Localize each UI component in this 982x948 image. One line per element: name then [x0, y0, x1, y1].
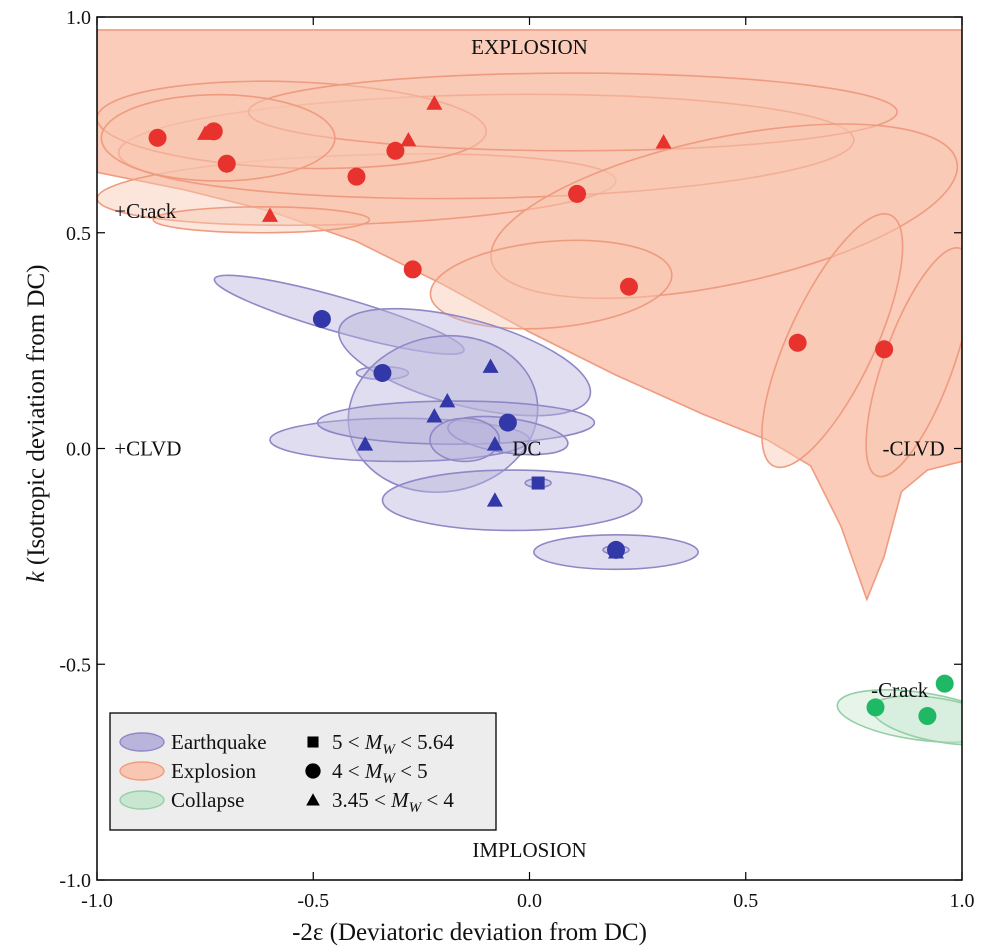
explosion-uncertainty-ellipse [117, 93, 855, 200]
legend-label-collapse: Collapse [171, 788, 245, 812]
x-tick-label: -1.0 [81, 890, 113, 912]
annotation-explosion: EXPLOSION [471, 35, 588, 59]
explosion-uncertainty-ellipse [761, 213, 904, 469]
earthquake-triangle-marker [357, 436, 374, 451]
explosion-circle-marker [403, 260, 422, 279]
explosion-triangle-marker [426, 95, 443, 110]
explosion-triangle-marker [197, 125, 214, 140]
y-tick-label: -0.5 [59, 654, 91, 676]
explosion-triangle-marker [262, 207, 278, 222]
y-tick-label: 0.5 [66, 223, 91, 245]
explosion-triangle-marker [655, 134, 672, 149]
x-axis-label: -2ε (Deviatoric deviation from DC) [292, 919, 647, 946]
legend-label-earthquake: Earthquake [171, 730, 267, 754]
annotation-crack: -Crack [871, 678, 929, 702]
explosion-circle-marker [875, 340, 894, 359]
earthquake-triangle-marker [439, 393, 456, 408]
annotation-crack: +Crack [114, 199, 176, 223]
earthquake-triangle-marker [426, 408, 443, 423]
y-axis-label-text: (Isotropic deviation from DC) [23, 265, 50, 572]
annotation-clvd: -CLVD [882, 437, 944, 461]
earthquake-triangle-marker [608, 544, 624, 559]
earthquake-triangle-marker [486, 492, 503, 507]
explosion-triangle-marker [400, 131, 417, 147]
x-tick-label: 1.0 [950, 890, 975, 912]
x-tick-label: 0.5 [733, 890, 758, 912]
earthquake-uncertainty-ellipse [213, 274, 465, 355]
earthquake-triangle-marker [486, 436, 503, 451]
explosion-uncertainty-ellipse [152, 206, 371, 234]
legend-box [109, 712, 497, 831]
explosion-uncertainty-ellipse [429, 239, 673, 330]
explosion-uncertainty-ellipse [490, 123, 959, 300]
legend-triangle-marker [306, 793, 320, 806]
y-axis-label-symbol: k [23, 570, 50, 582]
earthquake-uncertainty-ellipse [429, 417, 501, 463]
explosion-circle-marker [619, 277, 638, 296]
legend-swatch-explosion [119, 761, 165, 781]
x-tick-label: -0.5 [297, 890, 329, 912]
explosion-circle-marker [148, 128, 167, 147]
legend-magnitude-circle: 4 < MW < 5 [332, 759, 428, 787]
event-markers [148, 95, 954, 726]
legend-square-marker [307, 736, 319, 748]
annotation-implosion: IMPLOSION [472, 838, 586, 862]
legend-swatch-collapse [119, 790, 165, 810]
legend-label-explosion: Explosion [171, 759, 257, 783]
earthquake-square-marker [531, 476, 545, 490]
legend-circle-marker [305, 763, 321, 779]
y-axis-label: k (Isotropic deviation from DC) [23, 265, 50, 583]
annotation-dc: DC [512, 437, 541, 461]
y-tick-label: -1.0 [59, 870, 91, 892]
earthquake-circle-marker [498, 413, 517, 432]
explosion-circle-marker [568, 184, 587, 203]
earthquake-uncertainty-ellipse [316, 400, 596, 445]
source-type-regions [97, 29, 962, 746]
axes: -1.0 -0.5 0.0 0.5 1.0 1.0 0.5 0.0 -0.5 -1.0 -2ε (D… [23, 7, 975, 946]
legend-swatch-earthquake [119, 732, 165, 752]
collapse-circle-marker [918, 707, 937, 726]
y-tick-label: 0.0 [66, 439, 91, 461]
annotation-clvd: +CLVD [114, 437, 181, 461]
legend-magnitude-triangle: 3.45 < MW < 4 [332, 788, 454, 816]
source-type-annotations: EXPLOSION IMPLOSION +Crack +CLVD -CLVD DC -Cra… [114, 35, 944, 862]
legend-magnitude-square: 5 < MW < 5.64 [332, 730, 454, 758]
earthquake-uncertainty-ellipse [269, 417, 531, 463]
explosion-circle-marker [217, 154, 236, 173]
earthquake-circle-marker [312, 310, 331, 329]
collapse-circle-marker [935, 674, 954, 693]
x-tick-label: 0.0 [517, 890, 542, 912]
y-tick-label: 1.0 [66, 7, 91, 29]
earthquake-triangle-marker [482, 358, 499, 373]
earthquake-circle-marker [373, 363, 392, 382]
explosion-circle-marker [788, 333, 807, 352]
explosion-circle-marker [386, 141, 405, 160]
legend: Earthquake Explosion Collapse 5 < MW < 5.64… [109, 712, 497, 831]
explosion-circle-marker [347, 167, 366, 186]
earthquake-uncertainty-ellipse [337, 307, 592, 417]
earthquake-uncertainty-ellipse [381, 469, 643, 532]
collapse-circle-marker [866, 698, 885, 717]
earthquake-uncertainty-ellipse [347, 334, 539, 494]
explosion-uncertainty-ellipse [247, 72, 898, 152]
